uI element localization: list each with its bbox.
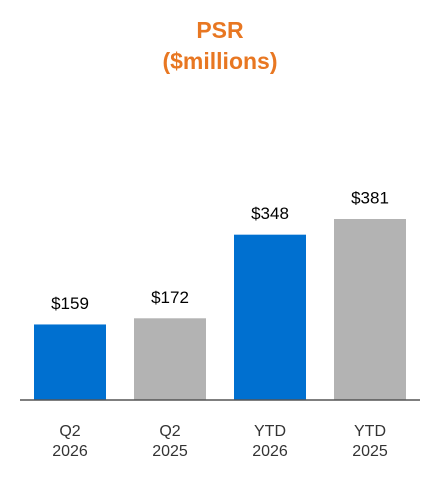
- value-label: $381: [351, 188, 389, 207]
- x-tick-label-line: Q2: [159, 423, 180, 440]
- value-label: $348: [251, 204, 289, 223]
- x-tick-label-line: YTD: [254, 423, 286, 440]
- x-tick-label-line: YTD: [354, 423, 386, 440]
- x-tick-label-line: 2025: [152, 443, 188, 460]
- value-label: $172: [151, 288, 189, 307]
- x-tick-label-line: 2026: [52, 443, 88, 460]
- x-tick-label: Q2 2026: [52, 423, 88, 460]
- bar: [34, 324, 106, 400]
- bar: [334, 219, 406, 400]
- bar: [234, 234, 306, 400]
- x-tick-label: YTD 2026: [252, 423, 288, 460]
- x-tick-label: YTD 2025: [352, 423, 388, 460]
- x-tick-label-line: Q2: [59, 423, 80, 440]
- chart-title: PSR: [196, 17, 244, 43]
- chart-subtitle: ($millions): [162, 48, 277, 74]
- x-tick-label-line: 2025: [352, 443, 388, 460]
- bar: [134, 318, 206, 400]
- x-tick-label: Q2 2025: [152, 423, 188, 460]
- value-label: $159: [51, 294, 89, 313]
- x-tick-label-line: 2026: [252, 443, 288, 460]
